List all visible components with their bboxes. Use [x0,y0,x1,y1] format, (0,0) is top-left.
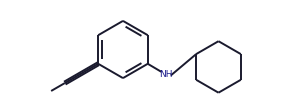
Text: NH: NH [159,70,172,79]
